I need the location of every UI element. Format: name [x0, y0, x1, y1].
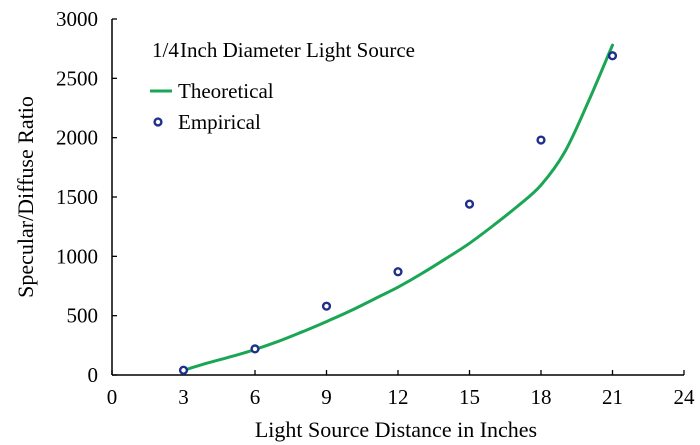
y-tick-label: 1000 [56, 244, 98, 268]
x-tick-label: 0 [107, 385, 118, 409]
y-axis-title: Specular/Diffuse Ratio [13, 96, 38, 298]
legend-empirical-marker [153, 117, 163, 127]
plot-area [178, 43, 618, 375]
ticks: 0 3 6 9 12 15 18 21 24 0 500 1000 1500 2000 2500 3000 [56, 7, 695, 409]
x-tick-label: 15 [459, 385, 480, 409]
data-point-empirical [464, 199, 475, 209]
y-tick-label: 3000 [56, 7, 98, 31]
axes [111, 19, 684, 376]
x-tick-label: 6 [250, 385, 261, 409]
legend-header-fraction: 1/4 [152, 38, 179, 62]
y-tick-label: 2500 [56, 66, 98, 90]
x-tick-label: 12 [388, 385, 409, 409]
data-point-empirical [536, 135, 546, 145]
x-tick-label: 21 [602, 385, 623, 409]
x-tick-label: 3 [178, 385, 189, 409]
legend-header-text: Inch Diameter Light Source [180, 38, 415, 62]
legend-empirical-label: Empirical [178, 110, 261, 134]
y-tick-label: 1500 [56, 185, 98, 209]
data-point-empirical [321, 301, 332, 311]
x-axis-title: Light Source Distance in Inches [255, 417, 537, 442]
x-tick-label: 18 [531, 385, 552, 409]
y-tick-label: 0 [88, 363, 99, 387]
data-point-empirical [178, 365, 189, 375]
data-point-empirical [607, 51, 618, 61]
legend: 1/4 Inch Diameter Light Source Theoretic… [150, 38, 415, 134]
y-tick-label: 2000 [56, 126, 98, 150]
legend-theoretical-label: Theoretical [178, 79, 274, 103]
y-tick-label: 500 [67, 304, 99, 328]
x-tick-label: 9 [321, 385, 332, 409]
data-point-empirical [393, 267, 403, 277]
x-tick-label: 24 [674, 385, 696, 409]
data-point-empirical [250, 344, 260, 354]
